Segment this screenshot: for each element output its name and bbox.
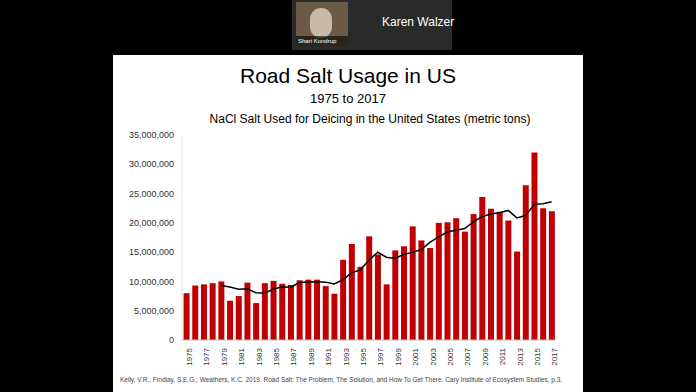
svg-text:1987: 1987 [289,347,298,365]
svg-text:2011: 2011 [498,347,507,365]
svg-text:2007: 2007 [463,347,472,365]
html-text:Karen Walzer: Karen Walzer [382,15,455,29]
svg-text:1983: 1983 [255,347,264,365]
svg-text:1977: 1977 [202,347,211,365]
html-text:Shari Kondrup: Shari Kondrup [298,38,337,44]
svg-text:1991: 1991 [324,347,333,365]
svg-text:2015: 2015 [533,347,542,365]
svg-text:2017: 2017 [550,347,559,365]
svg-text:30,000,000: 30,000,000 [129,159,174,169]
html-text:Kelly, V.R., Findlay, S.E.G.,: Kelly, V.R., Findlay, S.E.G., Weathers, … [120,376,563,383]
svg-text:1993: 1993 [342,347,351,365]
svg-text:1975: 1975 [185,347,194,365]
svg-text:35,000,000: 35,000,000 [129,130,174,140]
html-text:Road Salt Usage in US: Road Salt Usage in US [240,64,456,87]
svg-text:2001: 2001 [411,347,420,365]
svg-text:10,000,000: 10,000,000 [129,277,174,287]
svg-text:1989: 1989 [307,347,316,365]
svg-text:1979: 1979 [220,347,229,365]
svg-text:1985: 1985 [272,347,281,365]
svg-text:0: 0 [169,335,174,345]
svg-text:20,000,000: 20,000,000 [129,218,174,228]
svg-text:1981: 1981 [237,347,246,365]
svg-text:2003: 2003 [429,347,438,365]
svg-text:1999: 1999 [394,347,403,365]
svg-text:15,000,000: 15,000,000 [129,247,174,257]
svg-text:2009: 2009 [481,347,490,365]
svg-text:2005: 2005 [446,347,455,365]
html-text:1975 to 2017: 1975 to 2017 [310,91,386,106]
svg-text:1995: 1995 [359,347,368,365]
svg-text:1997: 1997 [376,347,385,365]
svg-text:2013: 2013 [516,347,525,365]
html-text:NaCl Salt Used for Deicing in: NaCl Salt Used for Deicing in the United… [209,112,531,126]
svg-text:5,000,000: 5,000,000 [134,306,174,316]
svg-text:25,000,000: 25,000,000 [129,189,174,199]
